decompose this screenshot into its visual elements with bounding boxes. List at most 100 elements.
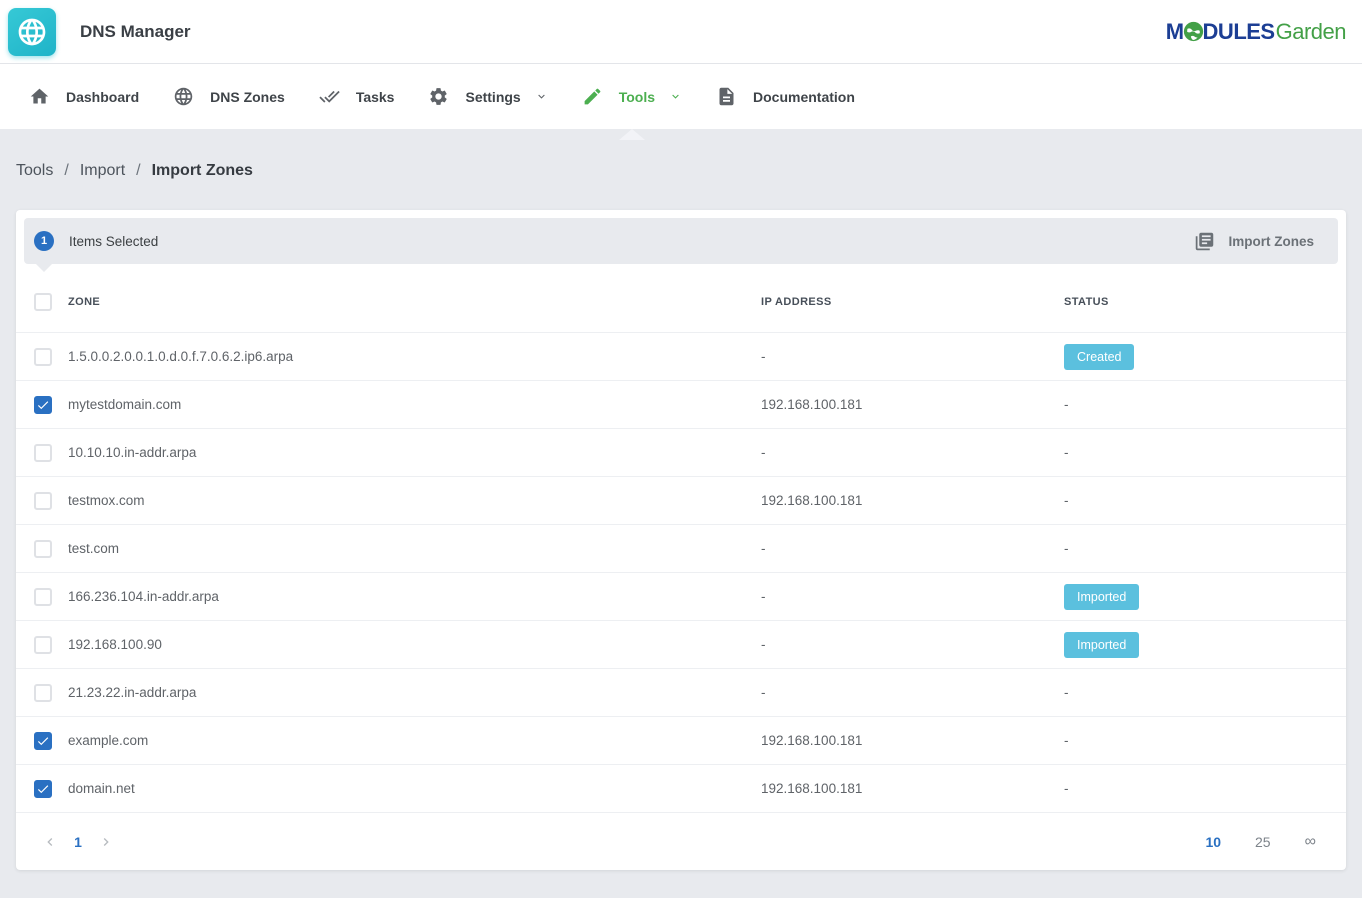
zone-cell: 192.168.100.90 — [68, 637, 162, 652]
zone-cell: 1.5.0.0.2.0.0.1.0.d.0.f.7.0.6.2.ip6.arpa — [68, 349, 294, 364]
selected-items-label: Items Selected — [69, 233, 159, 249]
globe-icon — [174, 87, 193, 106]
table-row: testmox.com 192.168.100.181 - — [16, 476, 1346, 524]
ip-cell: 192.168.100.181 — [761, 493, 863, 508]
status-cell: - — [1064, 733, 1069, 748]
column-header-ip: IP ADDRESS — [761, 296, 832, 308]
status-badge: Imported — [1064, 583, 1140, 610]
check-icon — [37, 736, 49, 745]
check-icon — [37, 784, 49, 793]
chevron-down-icon — [537, 94, 545, 99]
row-checkbox[interactable] — [34, 635, 52, 654]
chevron-right-icon — [103, 837, 109, 846]
zone-cell: testmox.com — [68, 493, 145, 508]
nav-label: Tools — [618, 88, 656, 105]
ip-cell: - — [761, 541, 766, 556]
nav-label: Settings — [465, 88, 521, 105]
column-header-zone: ZONE — [68, 296, 101, 308]
nav-item-dns-zones[interactable]: DNS Zones — [156, 64, 302, 129]
table-row: 166.236.104.in-addr.arpa - Imported — [16, 572, 1346, 620]
nav-item-settings[interactable]: Settings — [411, 64, 564, 129]
modulesgarden-logo: M DULES Garden — [1165, 18, 1347, 44]
status-cell: Imported — [1064, 583, 1322, 610]
status-cell: - — [1064, 541, 1069, 556]
table-row: test.com - - — [16, 524, 1346, 572]
table-header: ZONE IP ADDRESS STATUS — [16, 272, 1346, 332]
gear-icon — [430, 88, 448, 105]
zone-cell: domain.net — [68, 781, 135, 796]
table-row: 192.168.100.90 - Imported — [16, 620, 1346, 668]
status-cell: - — [1064, 397, 1069, 412]
status-cell: - — [1064, 685, 1069, 700]
main-nav: Dashboard DNS Zones Tasks Settings Tools… — [0, 64, 1362, 129]
status-cell: Imported — [1064, 631, 1322, 658]
pencil-icon — [584, 88, 601, 105]
status-cell: Created — [1064, 343, 1322, 370]
row-checkbox[interactable] — [34, 443, 52, 462]
pagination: 1 10 25 ∞ — [16, 812, 1346, 870]
nav-item-dashboard[interactable]: Dashboard — [12, 64, 156, 129]
ip-cell: - — [761, 589, 766, 604]
globe-icon — [18, 18, 46, 45]
page-size-25[interactable]: 25 — [1255, 833, 1271, 850]
row-checkbox[interactable] — [34, 683, 52, 702]
nav-item-documentation[interactable]: Documentation — [699, 64, 872, 129]
document-icon — [719, 87, 734, 106]
table-row: 21.23.22.in-addr.arpa - - — [16, 668, 1346, 716]
nav-item-tasks[interactable]: Tasks — [302, 64, 412, 129]
prev-page-button[interactable] — [42, 834, 58, 850]
selection-toolbar: 1 Items Selected Import Zones — [24, 218, 1338, 272]
import-zones-button[interactable]: Import Zones — [1186, 225, 1322, 258]
table-row: domain.net 192.168.100.181 - — [16, 764, 1346, 812]
breadcrumb-separator: / — [136, 162, 141, 179]
double-check-icon — [319, 90, 340, 103]
home-icon — [30, 88, 49, 104]
page-number[interactable]: 1 — [74, 833, 82, 850]
row-checkbox[interactable] — [34, 587, 52, 606]
next-page-button[interactable] — [98, 834, 114, 850]
zone-cell: 10.10.10.in-addr.arpa — [68, 445, 197, 460]
import-zones-card: 1 Items Selected Import Zones ZONE IP AD… — [16, 210, 1346, 870]
breadcrumb-tools[interactable]: Tools — [16, 162, 54, 179]
table-body: 1.5.0.0.2.0.0.1.0.d.0.f.7.0.6.2.ip6.arpa… — [16, 332, 1346, 812]
selected-count-badge: 1 — [34, 231, 54, 251]
nav-item-tools[interactable]: Tools — [565, 64, 699, 129]
status-cell: - — [1064, 781, 1069, 796]
chevron-down-icon — [672, 94, 679, 99]
zone-cell: example.com — [68, 733, 149, 748]
zone-cell: mytestdomain.com — [68, 397, 182, 412]
page-title: DNS Manager — [80, 21, 191, 41]
ip-cell: - — [761, 685, 766, 700]
breadcrumb-import[interactable]: Import — [79, 162, 126, 179]
select-all-checkbox[interactable] — [34, 293, 52, 311]
page-size-10[interactable]: 10 — [1205, 833, 1222, 850]
status-cell: - — [1064, 493, 1069, 508]
breadcrumb-separator: / — [64, 162, 69, 179]
row-checkbox[interactable] — [34, 779, 52, 798]
ip-cell: - — [761, 637, 766, 652]
status-cell: - — [1064, 445, 1069, 460]
row-checkbox[interactable] — [34, 491, 52, 510]
row-checkbox[interactable] — [34, 347, 52, 366]
row-checkbox[interactable] — [34, 539, 52, 558]
table-row: 10.10.10.in-addr.arpa - - — [16, 428, 1346, 476]
ip-cell: 192.168.100.181 — [761, 781, 863, 796]
nav-label: Tasks — [355, 88, 395, 105]
status-badge: Imported — [1064, 631, 1140, 658]
page-size-infinity-icon[interactable]: ∞ — [1304, 832, 1316, 850]
ip-cell: - — [761, 445, 766, 460]
zone-cell: 166.236.104.in-addr.arpa — [68, 589, 219, 604]
breadcrumb: Tools / Import / Import Zones — [0, 129, 1362, 210]
zone-cell: test.com — [68, 541, 120, 556]
ip-cell: 192.168.100.181 — [761, 733, 863, 748]
breadcrumb-import-zones: Import Zones — [151, 162, 253, 179]
column-header-status: STATUS — [1064, 296, 1109, 308]
library-books-icon — [1196, 232, 1214, 250]
row-checkbox[interactable] — [34, 731, 52, 750]
check-icon — [37, 400, 49, 409]
table-row: example.com 192.168.100.181 - — [16, 716, 1346, 764]
ip-cell: - — [761, 349, 766, 364]
row-checkbox[interactable] — [34, 395, 52, 414]
zone-cell: 21.23.22.in-addr.arpa — [68, 685, 197, 700]
table-row: mytestdomain.com 192.168.100.181 - — [16, 380, 1346, 428]
